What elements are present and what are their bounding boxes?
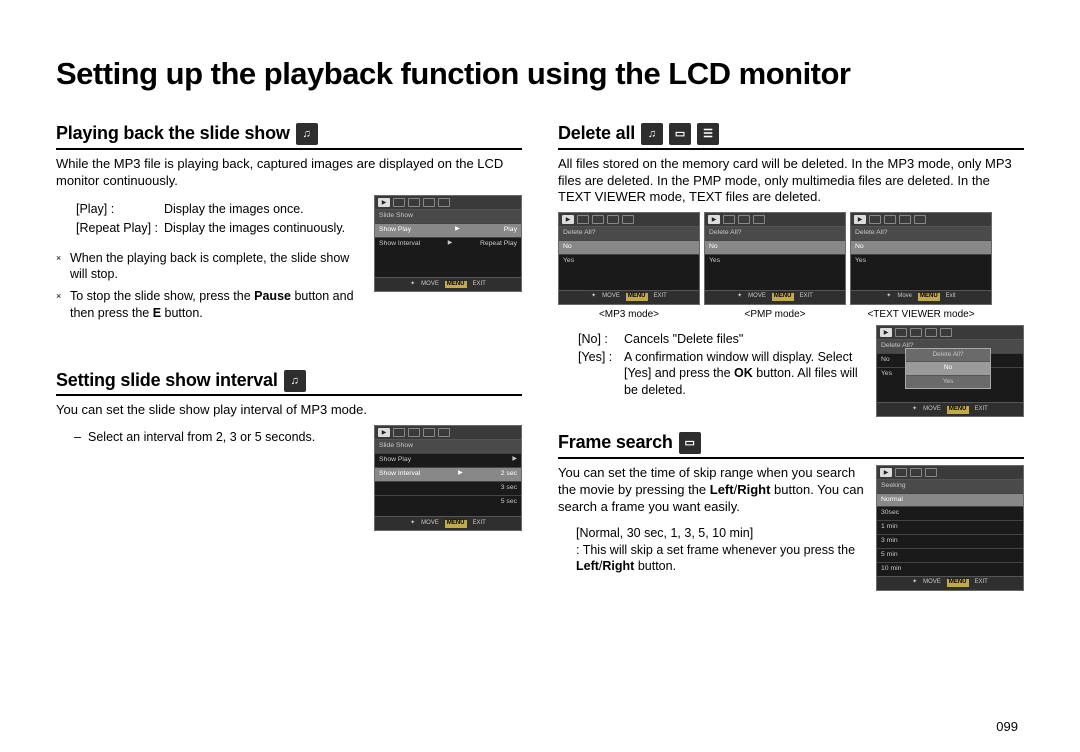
- instruction-list: Select an interval from 2, 3 or 5 second…: [56, 425, 364, 449]
- mp3-mode-icon: ♫: [296, 123, 318, 145]
- note: When the playing back is complete, the s…: [56, 250, 364, 283]
- section-title: Playing back the slide show: [56, 122, 290, 145]
- pmp-mode-icon: ▭: [669, 123, 691, 145]
- lcd-slideshow-interval: ▶ Slide Show Show Play▶ Show Interval▶2 …: [374, 425, 522, 531]
- section-title: Setting slide show interval: [56, 369, 278, 392]
- section-intro: While the MP3 file is playing back, capt…: [56, 156, 522, 190]
- definitions: [Play] :Display the images once. [Repeat…: [74, 199, 351, 238]
- pmp-mode-icon: ▭: [679, 432, 701, 454]
- mp3-mode-icon: ♫: [641, 123, 663, 145]
- section-delete-all: Delete all ♫ ▭ ☰: [558, 122, 1024, 149]
- page-title: Setting up the playback function using t…: [56, 54, 1024, 94]
- note: To stop the slide show, press the Pause …: [56, 288, 364, 321]
- lcd-caption: <MP3 mode>: [558, 308, 700, 321]
- text-mode-icon: ☰: [697, 123, 719, 145]
- confirm-popup: Delete All? No Yes: [905, 348, 991, 389]
- note-list: When the playing back is complete, the s…: [56, 250, 364, 321]
- section-interval: Setting slide show interval ♫: [56, 369, 522, 396]
- options: [Normal, 30 sec, 1, 3, 5, 10 min] : This…: [558, 521, 866, 578]
- section-intro: You can set the time of skip range when …: [558, 465, 866, 516]
- section-frame-search: Frame search ▭: [558, 431, 1024, 458]
- section-intro: All files stored on the memory card will…: [558, 156, 1024, 207]
- lcd-frame-search: ▶ Seeking Normal 30sec 1 min 3 min 5 min…: [876, 465, 1024, 591]
- lcd-delete-confirm: ▶ Delete All? No Yes Delete All? No Yes …: [876, 325, 1024, 417]
- lcd-slideshow-play: ▶ Slide Show Show Play▶Play Show Interva…: [374, 195, 522, 291]
- mp3-mode-icon: ♫: [284, 370, 306, 392]
- lcd-delete-text: ▶ Delete All? No Yes ✦MoveMENUExit: [850, 212, 992, 304]
- lcd-caption: <TEXT VIEWER mode>: [850, 308, 992, 321]
- section-title: Frame search: [558, 431, 673, 454]
- instruction: Select an interval from 2, 3 or 5 second…: [74, 429, 364, 445]
- lcd-delete-mp3: ▶ Delete All? No Yes ✦MOVEMENUEXIT: [558, 212, 700, 304]
- definitions: [No] :Cancels "Delete files" [Yes] :A co…: [576, 329, 866, 400]
- lcd-caption: <PMP mode>: [704, 308, 846, 321]
- page-number: 099: [996, 719, 1018, 736]
- lcd-delete-pmp: ▶ Delete All? No Yes ✦MOVEMENUEXIT: [704, 212, 846, 304]
- section-intro: You can set the slide show play interval…: [56, 402, 522, 419]
- section-playing-back: Playing back the slide show ♫: [56, 122, 522, 149]
- section-title: Delete all: [558, 122, 635, 145]
